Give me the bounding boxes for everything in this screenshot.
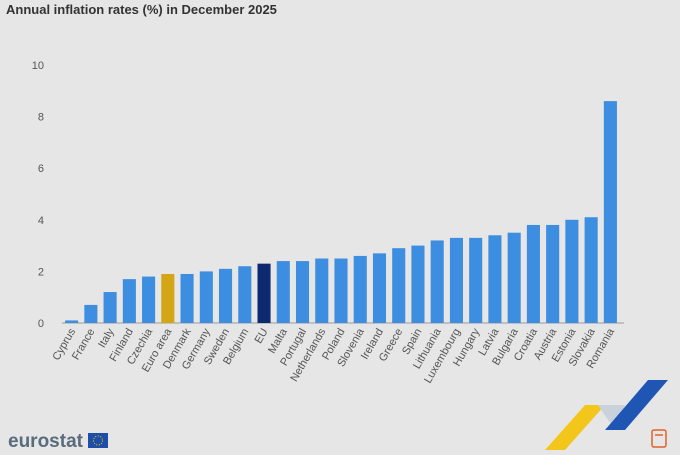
bar <box>488 235 502 323</box>
bar <box>180 273 194 323</box>
bar <box>315 258 329 323</box>
bar <box>392 248 406 323</box>
bar <box>526 224 540 323</box>
bar <box>469 237 483 323</box>
eu-stars <box>93 435 103 446</box>
y-tick-label: 8 <box>38 112 44 124</box>
brand: eurostat <box>8 431 84 452</box>
bar <box>219 268 233 323</box>
bar <box>103 292 117 323</box>
y-tick-label: 6 <box>38 163 44 175</box>
bar <box>334 258 348 323</box>
bar <box>65 320 79 323</box>
bar <box>84 304 98 323</box>
bar <box>199 271 213 323</box>
bar <box>430 240 444 323</box>
y-tick-label: 4 <box>38 215 44 227</box>
bar <box>295 261 310 323</box>
y-tick-label: 10 <box>32 60 44 72</box>
bar <box>507 232 521 323</box>
decor-logo <box>545 380 668 450</box>
bar <box>449 237 463 323</box>
bar <box>122 279 136 323</box>
bar <box>584 217 598 323</box>
bar <box>546 224 560 323</box>
bar <box>238 266 252 323</box>
bar <box>603 101 617 324</box>
bar <box>372 253 387 323</box>
bar <box>161 273 175 323</box>
bar <box>142 276 156 323</box>
bar <box>276 261 290 323</box>
bar <box>565 219 579 323</box>
bar <box>257 263 271 323</box>
bar <box>353 255 367 323</box>
chart-title: Annual inflation rates (%) in December 2… <box>6 2 277 17</box>
y-tick-label: 2 <box>38 266 44 278</box>
y-tick-label: 0 <box>38 318 44 330</box>
calc-icon <box>651 429 667 448</box>
eu-flag <box>88 433 108 448</box>
bar <box>411 245 425 323</box>
